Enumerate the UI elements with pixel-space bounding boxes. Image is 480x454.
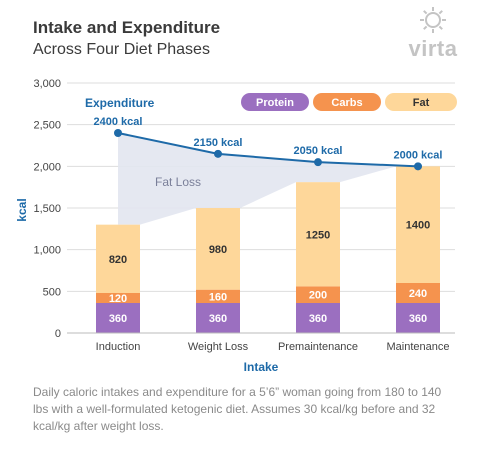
fat-loss-area xyxy=(118,133,418,225)
chart-title: Intake and Expenditure xyxy=(33,18,221,37)
legend-carbs-swatch xyxy=(313,93,381,111)
virta-logo: virta xyxy=(405,6,465,70)
legend-expenditure-label: Expenditure xyxy=(85,96,155,110)
bar-protein-premaintenance xyxy=(296,303,340,333)
expenditure-value-label: 2000 kcal xyxy=(394,149,443,161)
bar-protein-induction xyxy=(96,303,140,333)
bar-value-label: 120 xyxy=(109,293,127,305)
bar-carbs-weight-loss xyxy=(196,289,240,303)
bar-fat-weight-loss xyxy=(196,208,240,290)
legend-carbs-label: Carbs xyxy=(331,97,362,109)
bar-value-label: 360 xyxy=(209,313,227,325)
bar-fat-premaintenance xyxy=(296,182,340,287)
gear-icon xyxy=(420,7,446,33)
expenditure-value-label: 2150 kcal xyxy=(194,137,243,149)
y-tick-label: 3,000 xyxy=(33,78,61,90)
legend-protein-swatch xyxy=(241,93,309,111)
x-tick-label: Weight Loss xyxy=(188,341,249,353)
y-tick-label: 500 xyxy=(43,286,61,298)
x-axis-title: Intake xyxy=(244,360,279,374)
x-tick-label: Induction xyxy=(96,341,141,353)
bar-protein-maintenance xyxy=(396,303,440,333)
bar-value-label: 360 xyxy=(409,313,427,325)
chart-caption: Daily caloric intakes and expenditure fo… xyxy=(33,385,442,433)
bar-value-label: 820 xyxy=(109,254,127,266)
bar-value-label: 1400 xyxy=(406,220,430,232)
bar-carbs-induction xyxy=(96,293,140,303)
y-tick-label: 2,500 xyxy=(33,120,61,132)
bar-value-label: 240 xyxy=(409,288,427,300)
x-tick-label: Premaintenance xyxy=(278,341,358,353)
expenditure-value-label: 2050 kcal xyxy=(294,145,343,157)
bar-value-label: 980 xyxy=(209,244,227,256)
expenditure-value-label: 2400 kcal xyxy=(94,116,143,128)
expenditure-point xyxy=(314,158,322,167)
logo-wordmark: virta xyxy=(408,36,458,61)
legend-fat-label: Fat xyxy=(413,97,430,109)
y-tick-label: 2,000 xyxy=(33,161,61,173)
expenditure-point xyxy=(414,162,422,171)
y-tick-label: 1,000 xyxy=(33,245,61,257)
legend-fat-swatch xyxy=(385,93,457,111)
expenditure-point xyxy=(114,129,122,137)
bar-protein-weight-loss xyxy=(196,303,240,333)
expenditure-line xyxy=(117,132,419,168)
legend-protein-label: Protein xyxy=(256,97,294,109)
bar-value-label: 360 xyxy=(309,313,327,325)
chart-canvas: 0 500 1,000 1,500 2,000 2,500 3,000 Fat Loss 360… xyxy=(15,78,457,374)
y-tick-label: 0 xyxy=(55,328,61,340)
bar-carbs-premaintenance xyxy=(296,286,340,303)
bar-value-label: 160 xyxy=(209,291,227,303)
y-tick-label: 1,500 xyxy=(33,203,61,215)
bar-carbs-maintenance xyxy=(396,283,440,303)
fat-loss-label: Fat Loss xyxy=(155,175,201,189)
y-axis-title: kcal xyxy=(15,198,29,221)
x-tick-label: Maintenance xyxy=(387,341,450,353)
bar-value-label: 200 xyxy=(309,290,327,302)
expenditure-point xyxy=(214,149,222,158)
bar-value-label: 1250 xyxy=(306,229,330,241)
bar-value-label: 360 xyxy=(109,313,127,325)
bar-fat-induction xyxy=(96,224,140,293)
chart-subtitle: Across Four Diet Phases xyxy=(33,41,210,58)
bar-fat-maintenance xyxy=(396,166,440,283)
